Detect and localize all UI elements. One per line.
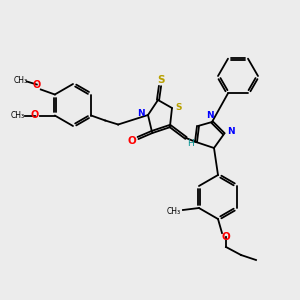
Text: O: O [128,136,136,146]
Text: O: O [31,110,39,121]
Text: O: O [33,80,41,89]
Text: H: H [187,139,194,148]
Text: S: S [157,75,165,85]
Text: CH₃: CH₃ [11,111,25,120]
Text: N: N [227,128,235,136]
Text: CH₃: CH₃ [167,206,181,215]
Text: S: S [176,103,182,112]
Text: O: O [222,232,230,242]
Text: N: N [206,112,214,121]
Text: CH₃: CH₃ [14,76,28,85]
Text: N: N [137,109,145,118]
